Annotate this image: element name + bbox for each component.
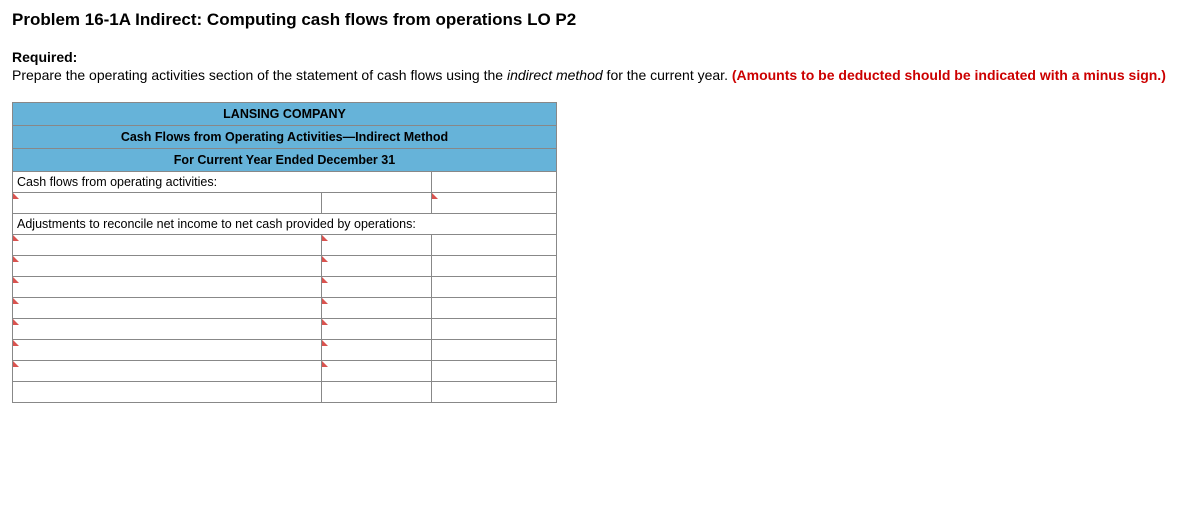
table-row [13,340,557,361]
blank-cell [13,382,322,403]
input-cell-desc[interactable] [13,235,322,256]
input-cell-amount[interactable] [432,193,557,214]
blank-cell [322,382,432,403]
cash-flows-table: LANSING COMPANY Cash Flows from Operatin… [12,102,557,403]
input-cell-amount[interactable] [322,340,432,361]
instruction-text-italic: indirect method [507,67,603,83]
input-cell-desc[interactable] [13,319,322,340]
table-row [13,277,557,298]
instruction-text-post: for the current year. [603,67,732,83]
table-row [13,298,557,319]
table-header-period: For Current Year Ended December 31 [13,149,557,172]
instruction-warning: (Amounts to be deducted should be indica… [732,67,1166,83]
blank-cell [432,277,557,298]
blank-cell [432,382,557,403]
required-label: Required: [12,49,77,65]
table-row [13,235,557,256]
input-cell-amount[interactable] [322,361,432,382]
blank-cell [432,235,557,256]
blank-cell [432,340,557,361]
problem-title: Problem 16-1A Indirect: Computing cash f… [12,10,1188,30]
table-row: Adjustments to reconcile net income to n… [13,214,557,235]
input-cell-amount[interactable] [322,319,432,340]
input-cell-desc[interactable] [13,298,322,319]
input-cell-amount[interactable] [322,298,432,319]
blank-cell [432,256,557,277]
input-cell-desc[interactable] [13,340,322,361]
blank-cell [432,319,557,340]
input-cell-desc[interactable] [13,193,322,214]
row-label-cfoa: Cash flows from operating activities: [13,172,432,193]
blank-cell [432,361,557,382]
table-row: Cash flows from operating activities: [13,172,557,193]
blank-cell [432,172,557,193]
table-row [13,193,557,214]
input-cell-desc[interactable] [13,361,322,382]
blank-cell [322,193,432,214]
row-label-adjustments: Adjustments to reconcile net income to n… [13,214,557,235]
input-cell-amount[interactable] [322,277,432,298]
table-header-company: LANSING COMPANY [13,103,557,126]
table-row [13,256,557,277]
input-cell-amount[interactable] [322,256,432,277]
input-cell-desc[interactable] [13,277,322,298]
table-row [13,382,557,403]
table-row [13,319,557,340]
table-row [13,361,557,382]
blank-cell [432,298,557,319]
instructions-block: Required: Prepare the operating activiti… [12,48,1188,84]
instruction-text-pre: Prepare the operating activities section… [12,67,507,83]
input-cell-amount[interactable] [322,235,432,256]
table-header-statement: Cash Flows from Operating Activities—Ind… [13,126,557,149]
input-cell-desc[interactable] [13,256,322,277]
